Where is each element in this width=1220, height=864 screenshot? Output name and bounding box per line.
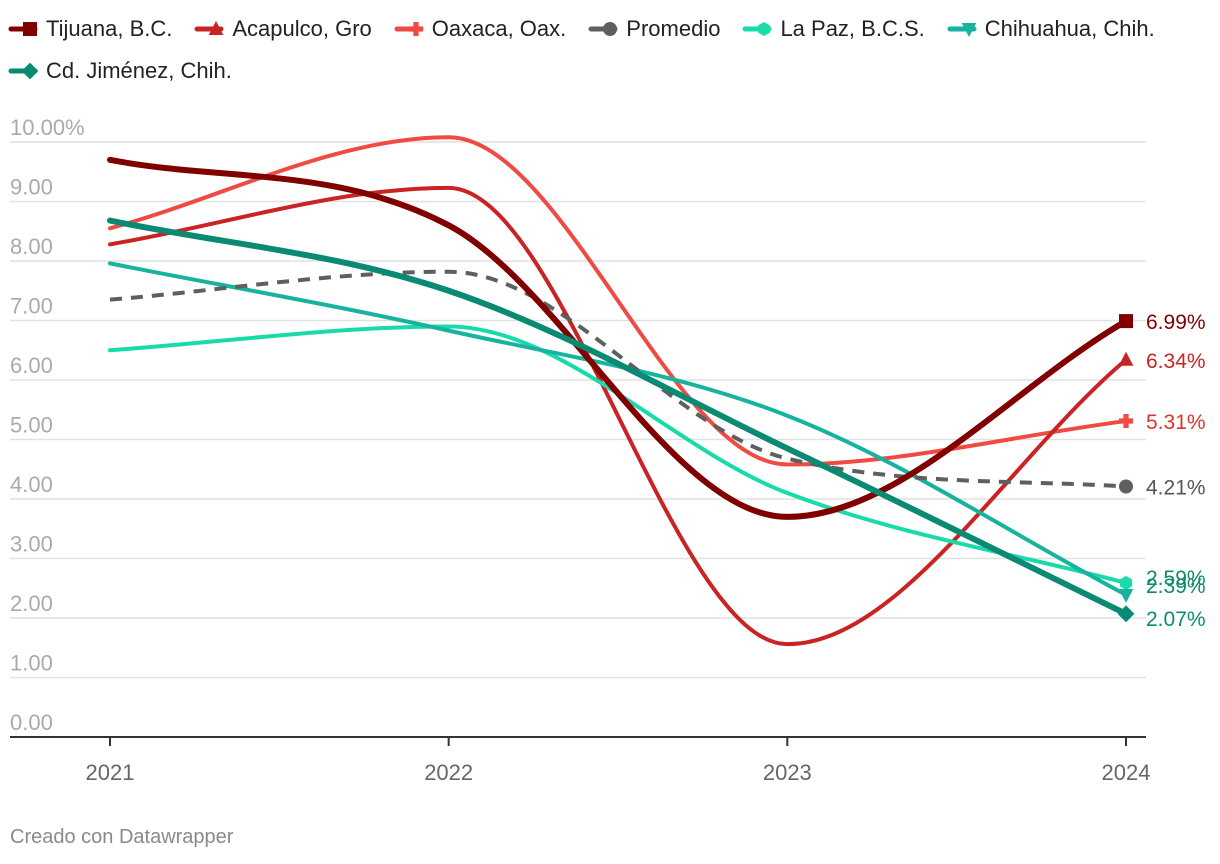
- end-marker-tijuana-b-c: [1119, 314, 1133, 329]
- legend-item-promedio: Promedio: [588, 12, 720, 46]
- diamond-icon: [8, 62, 38, 80]
- legend-item-acapulco-gro: Acapulco, Gro: [194, 12, 372, 46]
- end-value-label-la-paz-b-c-s: 2.59%: [1146, 567, 1206, 590]
- square-icon: [8, 22, 38, 36]
- gridlines: [10, 141, 1146, 679]
- series-line-acapulco-gro: [108, 185, 1128, 647]
- legend-item-oaxaca-oax: Oaxaca, Oax.: [394, 12, 567, 46]
- y-tick-label: 4.00: [10, 472, 53, 497]
- y-tick-label: 8.00: [10, 234, 53, 259]
- y-tick-label: 3.00: [10, 532, 53, 557]
- x-tick-label: 2021: [86, 760, 135, 785]
- legend-item-tijuana-b-c: Tijuana, B.C.: [8, 12, 172, 46]
- legend-label: Oaxaca, Oax.: [431, 16, 567, 41]
- end-value-label-acapulco-gro: 6.34%: [1146, 350, 1206, 373]
- hexagon-icon: [742, 22, 772, 36]
- legend-item-chihuahua-chih: Chihuahua, Chih.: [947, 12, 1155, 46]
- legend-marker: [21, 62, 38, 80]
- circle-icon: [588, 22, 618, 36]
- legend-marker: [758, 22, 771, 36]
- end-marker-acapulco-gro: [1118, 351, 1134, 366]
- end-value-label-promedio: 4.21%: [1146, 477, 1206, 500]
- y-tick-label: 9.00: [10, 175, 53, 200]
- y-tick-label: 7.00: [10, 294, 53, 319]
- x-tick-label: 2023: [763, 760, 812, 785]
- end-marker-cd-jimenez-chih: [1117, 605, 1135, 623]
- legend-label: Promedio: [626, 16, 721, 41]
- credit-footer: Creado con Datawrapper: [10, 826, 234, 848]
- y-tick-label: 10.00%: [10, 115, 85, 140]
- triangle-icon: [194, 20, 224, 35]
- end-marker-oaxaca-oax: [1119, 414, 1133, 429]
- series-line-tijuana-b-c: [107, 156, 1129, 520]
- x-tick-label: 2024: [1102, 760, 1151, 785]
- legend-label: Cd. Jiménez, Chih.: [46, 58, 232, 83]
- series-line-cd-jimenez-chih: [107, 217, 1129, 617]
- end-marker-promedio: [1119, 479, 1133, 494]
- legend-marker: [603, 22, 618, 36]
- y-tick-label: 2.00: [10, 591, 53, 616]
- end-value-label-chihuahua-chih: 2.39%: [1146, 575, 1206, 598]
- series-line-promedio: [109, 269, 1127, 489]
- end-value-label-tijuana-b-c: 6.99%: [1146, 311, 1206, 334]
- end-value-label-oaxaca-oax: 5.31%: [1146, 411, 1206, 434]
- plus-icon: [394, 22, 424, 36]
- legend-label: Chihuahua, Chih.: [984, 16, 1155, 41]
- legend-label: La Paz, B.C.S.: [780, 16, 925, 41]
- y-tick-label: 1.00: [10, 651, 53, 676]
- y-tick-label: 5.00: [10, 413, 53, 438]
- legend: Tijuana, B.C. Acapulco, Gro Oaxaca, Oax. Pr…: [8, 12, 1208, 88]
- legend-item-la-paz-b-c-s: La Paz, B.C.S.: [742, 12, 925, 46]
- legend-marker: [209, 20, 224, 35]
- legend-label: Tijuana, B.C.: [46, 16, 173, 41]
- x-tick-label: 2022: [424, 760, 473, 785]
- y-tick-label: 6.00: [10, 353, 53, 378]
- end-value-label-cd-jimenez-chih: 2.07%: [1146, 608, 1206, 631]
- legend-marker: [23, 22, 37, 36]
- legend-marker: [408, 22, 423, 36]
- triangle-down-icon: [947, 23, 977, 38]
- end-marker-la-paz-b-c-s: [1119, 575, 1133, 590]
- legend-label: Acapulco, Gro: [232, 16, 372, 41]
- y-tick-label: 0.00: [10, 710, 53, 735]
- legend-item-cd-jimenez-chih: Cd. Jiménez, Chih.: [8, 54, 232, 88]
- end-marker-chihuahua-chih: [1118, 588, 1134, 603]
- legend-marker: [961, 23, 977, 38]
